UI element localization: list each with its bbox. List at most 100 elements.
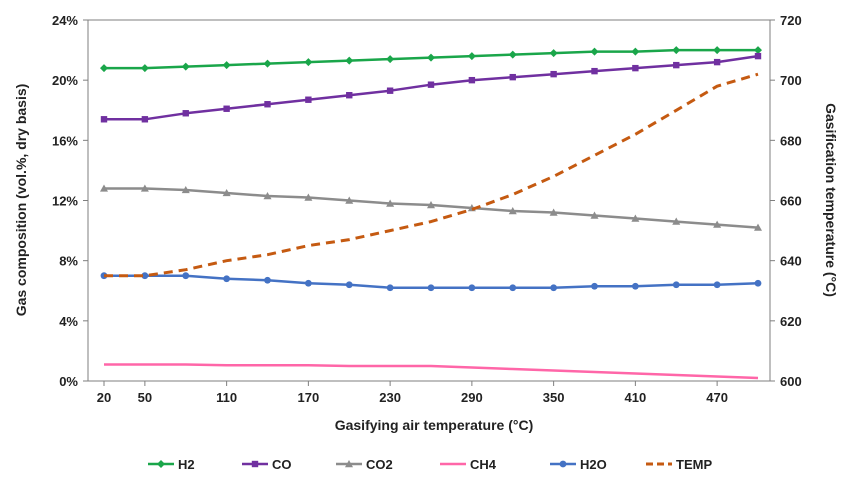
marker-circle: [559, 460, 567, 468]
x-tick-label: 110: [216, 390, 237, 405]
legend-label-temp: TEMP: [676, 457, 712, 472]
legend-label-co2: CO2: [366, 457, 393, 472]
marker-diamond: [467, 52, 476, 61]
marker-square: [100, 116, 108, 123]
marker-triangle: [345, 196, 354, 204]
marker-triangle: [345, 460, 353, 468]
series-group: [100, 46, 762, 380]
marker-square: [305, 96, 312, 103]
marker-circle: [223, 275, 231, 283]
marker-circle: [264, 276, 271, 284]
marker-triangle: [549, 208, 558, 216]
series-co2: [100, 184, 762, 231]
marker-diamond: [140, 64, 149, 73]
marker-triangle: [508, 207, 517, 215]
marker-diamond: [631, 47, 640, 56]
marker-circle: [550, 284, 558, 292]
y-right-tick-label: 600: [780, 374, 802, 389]
marker-triangle: [304, 193, 313, 201]
marker-square: [632, 64, 639, 72]
marker-triangle: [100, 184, 108, 192]
legend-label-h2: H2: [178, 457, 195, 472]
legend-item-co2: CO2: [336, 457, 393, 472]
marker-diamond: [672, 46, 681, 55]
legend-label-h2o: H2O: [580, 457, 607, 472]
y-left-tick-label: 20%: [52, 73, 78, 88]
marker-circle: [754, 279, 762, 287]
marker-square: [141, 116, 149, 123]
marker-circle: [713, 281, 721, 289]
y-left-tick-label: 12%: [52, 194, 78, 209]
marker-triangle: [181, 185, 190, 194]
marker-triangle: [590, 211, 599, 219]
series-temp: [104, 72, 759, 278]
y-left-tick-label: 16%: [52, 133, 78, 148]
series-ch4: [104, 363, 759, 380]
axes-group: 0% 4% 8% 12% 16% 20% 24% 600 620 640 660 680 700 720 2…: [52, 13, 802, 405]
marker-circle: [468, 284, 476, 292]
marker-triangle: [222, 188, 231, 197]
marker-square: [182, 110, 189, 117]
marker-triangle: [140, 184, 149, 192]
series-h2o: [100, 272, 762, 292]
marker-circle: [345, 281, 353, 289]
y-right-tick-label: 620: [780, 314, 802, 329]
y-right-tick-label: 660: [780, 194, 802, 209]
marker-diamond: [427, 53, 435, 62]
x-tick-label: 290: [461, 390, 483, 405]
x-tick-label: 170: [298, 390, 320, 405]
y-left-tick-label: 8%: [59, 254, 78, 269]
marker-diamond: [263, 59, 272, 68]
marker-diamond: [754, 46, 762, 55]
marker-circle: [304, 279, 312, 287]
marker-diamond: [386, 55, 395, 64]
marker-circle: [591, 282, 598, 290]
marker-triangle: [631, 214, 640, 222]
marker-square: [673, 61, 680, 69]
series-co: [100, 52, 762, 123]
marker-square: [550, 70, 557, 78]
legend-item-h2: H2: [148, 457, 195, 472]
marker-circle: [509, 284, 517, 292]
marker-diamond: [590, 47, 599, 56]
marker-diamond: [549, 49, 558, 58]
marker-diamond: [222, 61, 231, 70]
y-left-tick-label: 4%: [59, 314, 78, 329]
legend-label-ch4: CH4: [470, 457, 497, 472]
marker-square: [754, 52, 762, 60]
series-line-ch4: [104, 363, 759, 380]
y-right-tick-label: 700: [780, 73, 802, 88]
marker-square: [251, 460, 259, 468]
x-tick-label: 470: [706, 390, 728, 405]
legend-item-temp: TEMP: [646, 457, 712, 472]
y-axis-right-title: Gasification temperature (°C): [823, 103, 839, 297]
marker-square: [264, 101, 271, 108]
legend-item-ch4: CH4: [440, 457, 497, 472]
series-line-temp: [104, 72, 759, 278]
marker-square: [509, 73, 516, 81]
marker-diamond: [100, 64, 108, 73]
marker-triangle: [386, 199, 395, 207]
y-right-tick-label: 680: [780, 133, 802, 148]
x-tick-label: 230: [379, 390, 401, 405]
marker-triangle: [754, 223, 762, 231]
y-right-tick-label: 720: [780, 13, 802, 28]
marker-triangle: [713, 220, 722, 228]
marker-triangle: [427, 201, 435, 209]
marker-diamond: [345, 56, 354, 65]
marker-square: [591, 67, 598, 75]
y-axis-left-title: Gas composition (vol.%, dry basis): [13, 84, 29, 317]
marker-diamond: [157, 460, 165, 468]
marker-triangle: [672, 217, 681, 225]
y-right-tick-label: 640: [780, 254, 802, 269]
marker-circle: [672, 281, 680, 289]
marker-diamond: [181, 62, 190, 71]
x-tick-label: 410: [625, 390, 647, 405]
x-tick-label: 350: [543, 390, 565, 405]
marker-square: [223, 105, 230, 112]
marker-square: [468, 76, 476, 84]
x-tick-label: 50: [138, 390, 152, 405]
marker-diamond: [508, 50, 517, 59]
marker-square: [427, 81, 435, 88]
